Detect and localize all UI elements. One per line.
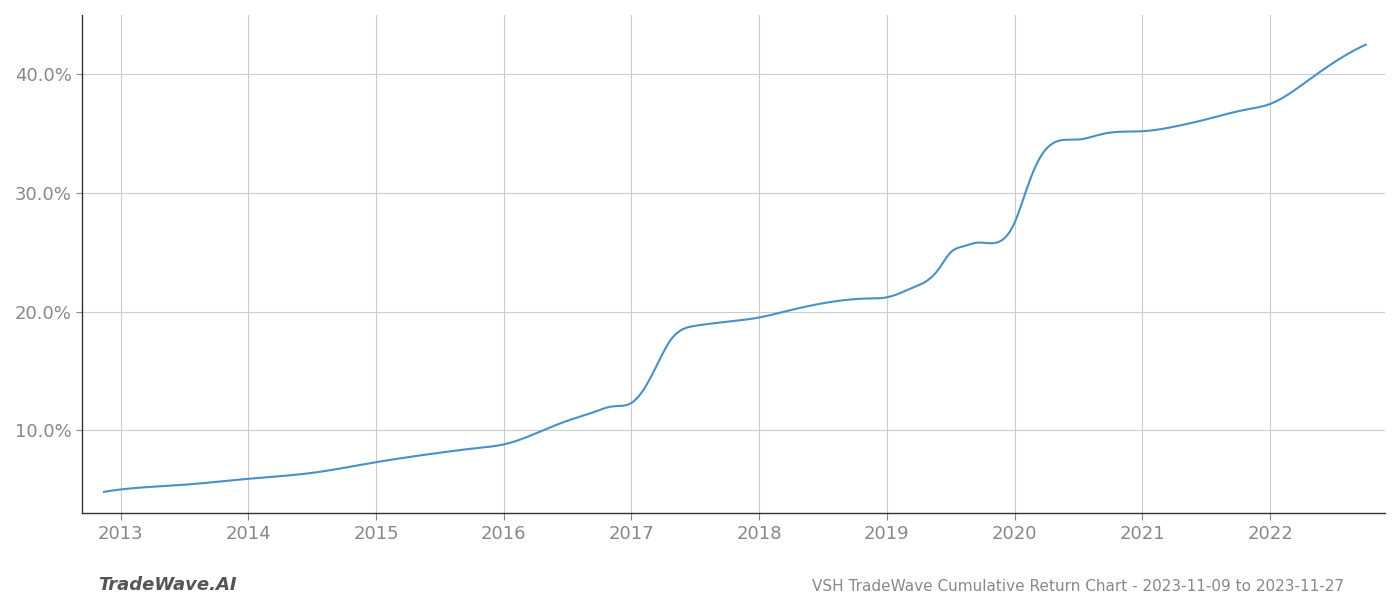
Text: VSH TradeWave Cumulative Return Chart - 2023-11-09 to 2023-11-27: VSH TradeWave Cumulative Return Chart - … bbox=[812, 579, 1344, 594]
Text: TradeWave.AI: TradeWave.AI bbox=[98, 576, 237, 594]
